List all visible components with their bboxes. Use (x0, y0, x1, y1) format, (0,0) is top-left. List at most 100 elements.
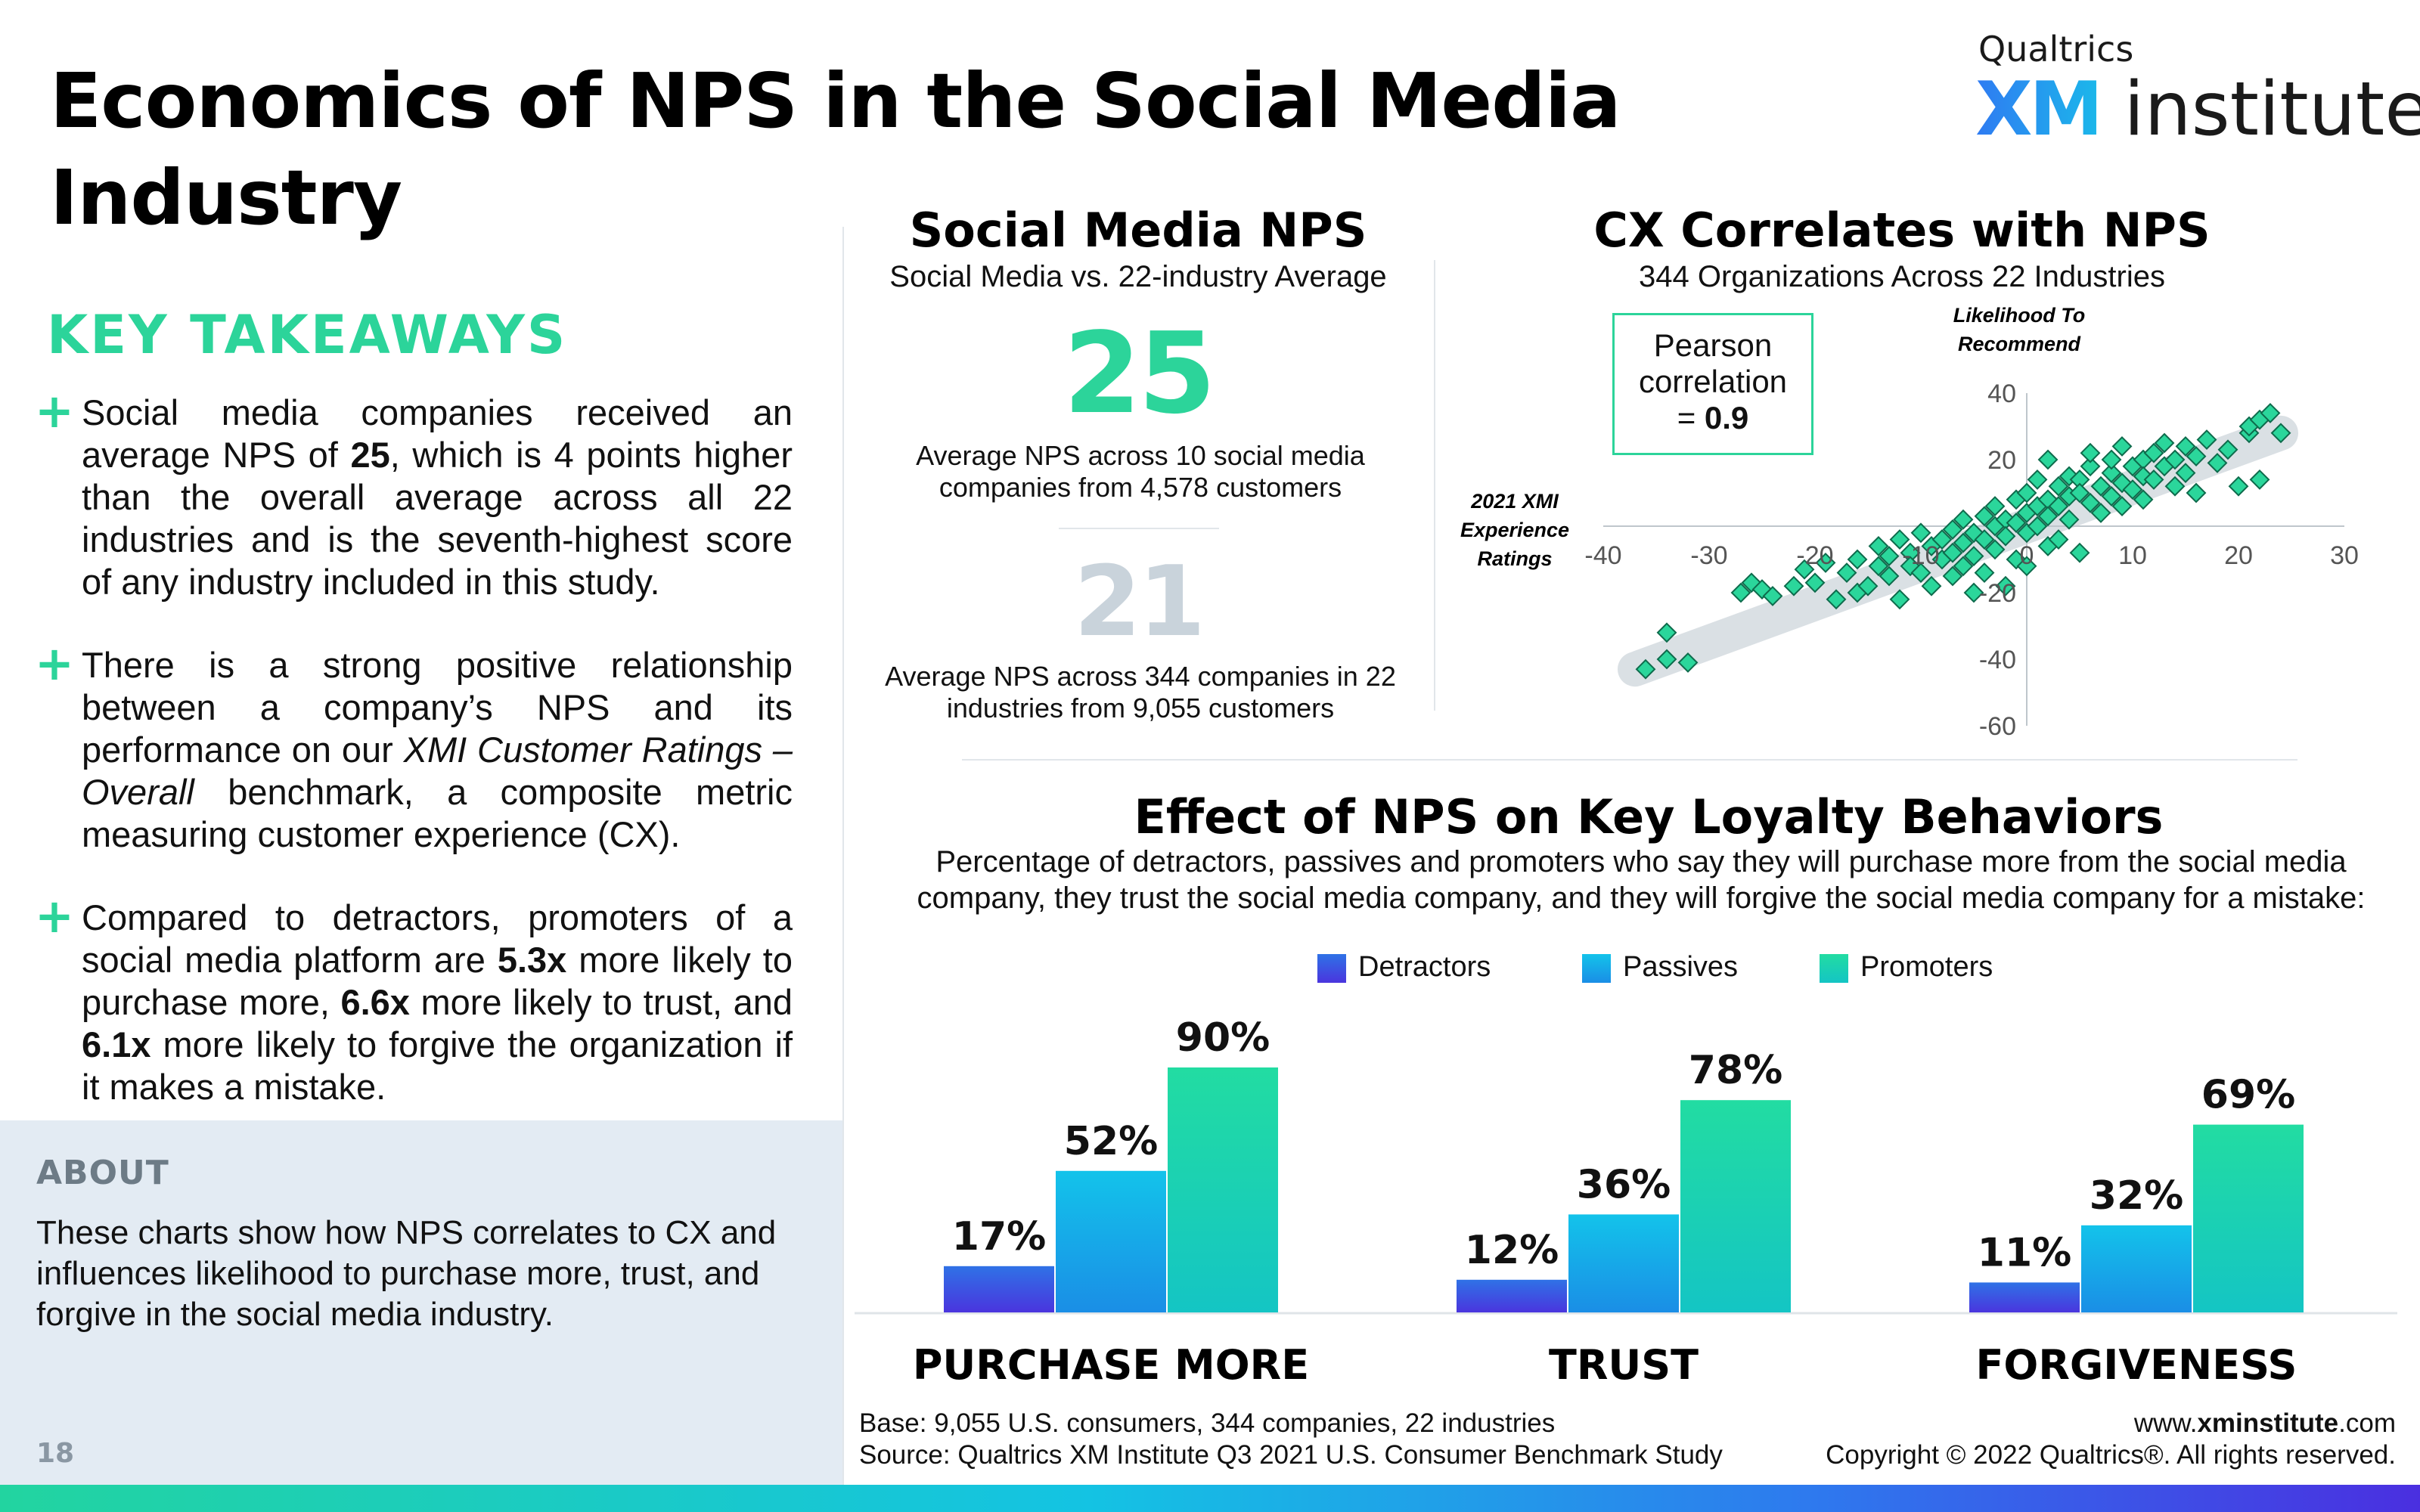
scatter-point (2101, 463, 2122, 484)
y-tick-label: 20 (1987, 446, 2016, 475)
cx-panel-title: CX Correlates with NPS (1593, 203, 2211, 258)
logo-xm: XM (1975, 67, 2103, 153)
y-tick-label: 40 (1987, 380, 2016, 408)
x-tick-label: 10 (2118, 541, 2147, 570)
scatter-point (1889, 589, 1910, 610)
bar-value-label: 36% (1577, 1162, 1671, 1207)
scatter-point (1868, 556, 1889, 577)
pearson-label-1: Pearson (1653, 327, 1773, 363)
scatter-point (1847, 549, 1868, 570)
scatter-point (2048, 476, 2069, 497)
bar-detractors (944, 1266, 1054, 1312)
scatter-point (1963, 546, 1984, 567)
footer-source: Source: Qualtrics XM Institute Q3 2021 U… (859, 1440, 1723, 1470)
scatter-point (1984, 539, 2006, 560)
scatter-point (1815, 552, 1836, 573)
bar-detractors (1457, 1279, 1567, 1312)
takeaway-2-text: There is a strong positive relationship … (82, 645, 793, 770)
scatter-point (1677, 652, 1699, 673)
footer-base: Base: 9,055 U.S. consumers, 344 companie… (859, 1408, 1556, 1438)
legend-label-detractors: Detractors (1358, 951, 1491, 983)
scatter-point (1879, 546, 1900, 567)
x-tick-label: -20 (1796, 541, 1833, 570)
nps-average-caption: Average NPS across 344 companies in 22 i… (885, 661, 1396, 723)
scatter-point (2133, 489, 2154, 510)
legend-label-promoters: Promoters (1860, 951, 1993, 983)
scatter-point (2101, 449, 2122, 470)
scatter-point (2164, 449, 2186, 470)
scatter-point (1635, 658, 1656, 680)
scatter-point (2080, 492, 2101, 513)
loyalty-bar-chart: 17% 52% 90% PURCHASE MORE 12% 36% 78% TRUST 11% 3… (855, 1015, 2397, 1389)
scatter-point (1921, 575, 1942, 596)
logo-institute: institute (2124, 67, 2420, 153)
takeaway-1-bold: 25 (350, 435, 390, 475)
scatter-point (1974, 562, 1995, 584)
plus-icon: + (35, 383, 74, 438)
scatter-point (1995, 575, 2016, 596)
footer-url[interactable]: www.xminstitute.com (2134, 1408, 2396, 1439)
bar-passives (1056, 1170, 1166, 1312)
pearson-label-2: correlation (1638, 364, 1788, 399)
pearson-value: 0.9 (1704, 400, 1749, 435)
takeaway-3-text: Compared to detractors, promoters of a s… (82, 897, 793, 980)
y-tick-label: -40 (1979, 646, 2016, 674)
x-tick-label: -40 (1584, 541, 1621, 570)
nps-panel-subtitle: Social Media vs. 22-industry Average (889, 260, 1387, 293)
footer-gradient-bar (0, 1485, 2420, 1512)
nps-average-value: 21 (1073, 546, 1205, 658)
x-tick-label: 30 (2330, 541, 2359, 570)
scatter-point (1889, 529, 1910, 550)
scatter-point (2164, 476, 2186, 497)
nps-social-caption: Average NPS across 10 social media compa… (916, 440, 1365, 503)
bar-value-label: 90% (1176, 1015, 1270, 1061)
takeaway-3-bold-3: 6.1x (82, 1024, 151, 1064)
bar-value-label: 11% (1978, 1230, 2071, 1275)
pearson-correlation-box: Pearson correlation = 0.9 (1612, 313, 1813, 455)
scatter-point (2027, 469, 2048, 490)
scatter-point (1804, 572, 1826, 593)
scatter-point (2186, 446, 2207, 467)
divider-left (842, 227, 844, 1485)
bar-detractors (1969, 1282, 2080, 1312)
scatter-point (1836, 562, 1857, 584)
legend-swatch-detractors (1317, 954, 1346, 983)
scatter-point (1931, 529, 1953, 550)
x-tick-label: 0 (2020, 541, 2034, 570)
scatter-point (1656, 622, 1677, 643)
scatter-point (2260, 402, 2281, 423)
scatter-point (1953, 556, 1974, 577)
divider-middle (1434, 260, 1435, 711)
divider-nps (1059, 528, 1219, 529)
takeaway-1: Social media companies received an avera… (82, 392, 793, 603)
scatter-point (2111, 435, 2133, 457)
scatter-x-axis-label: 2021 XMI Experience Ratings (1460, 490, 1570, 570)
key-takeaways-heading: KEY TAKEAWAYS (47, 304, 568, 366)
x-tick-label: -30 (1690, 541, 1727, 570)
scatter-point (2101, 485, 2122, 507)
scatter-point (1974, 506, 1995, 527)
y-tick-label: -20 (1979, 579, 2016, 608)
scatter-point (1963, 582, 1984, 603)
logo-xm-institute: XM instituteTM (1975, 68, 2420, 151)
scatter-point (2154, 432, 2175, 454)
scatter-point (1910, 522, 1931, 544)
scatter-point (2111, 496, 2133, 517)
scatter-point (2006, 513, 2027, 534)
scatter-point (1879, 565, 1900, 587)
scatter-point (1910, 562, 1931, 584)
page-number: 18 (36, 1438, 75, 1469)
about-panel (0, 1120, 844, 1485)
takeaway-3-text-3: more likely to trust, and (409, 982, 793, 1022)
nps-panel-title: Social Media NPS (909, 203, 1367, 258)
bar-promoters (2193, 1124, 2304, 1312)
loyalty-title: Effect of NPS on Key Loyalty Behaviors (1134, 789, 2164, 844)
scatter-point (1984, 496, 2006, 517)
category-label: TRUST (1549, 1341, 1699, 1389)
takeaway-1-text: Social media companies received an avera… (82, 392, 793, 475)
plus-icon: + (35, 888, 74, 943)
scatter-point (1826, 589, 1847, 610)
cx-nps-scatter-chart: -40 -30 -20 -10 0 10 20 30 40 20 -20 -40 -60 (1584, 380, 2359, 741)
takeaway-1-text-2: , which is 4 points higher than the over… (82, 435, 793, 602)
bar-value-label: 52% (1064, 1119, 1158, 1164)
